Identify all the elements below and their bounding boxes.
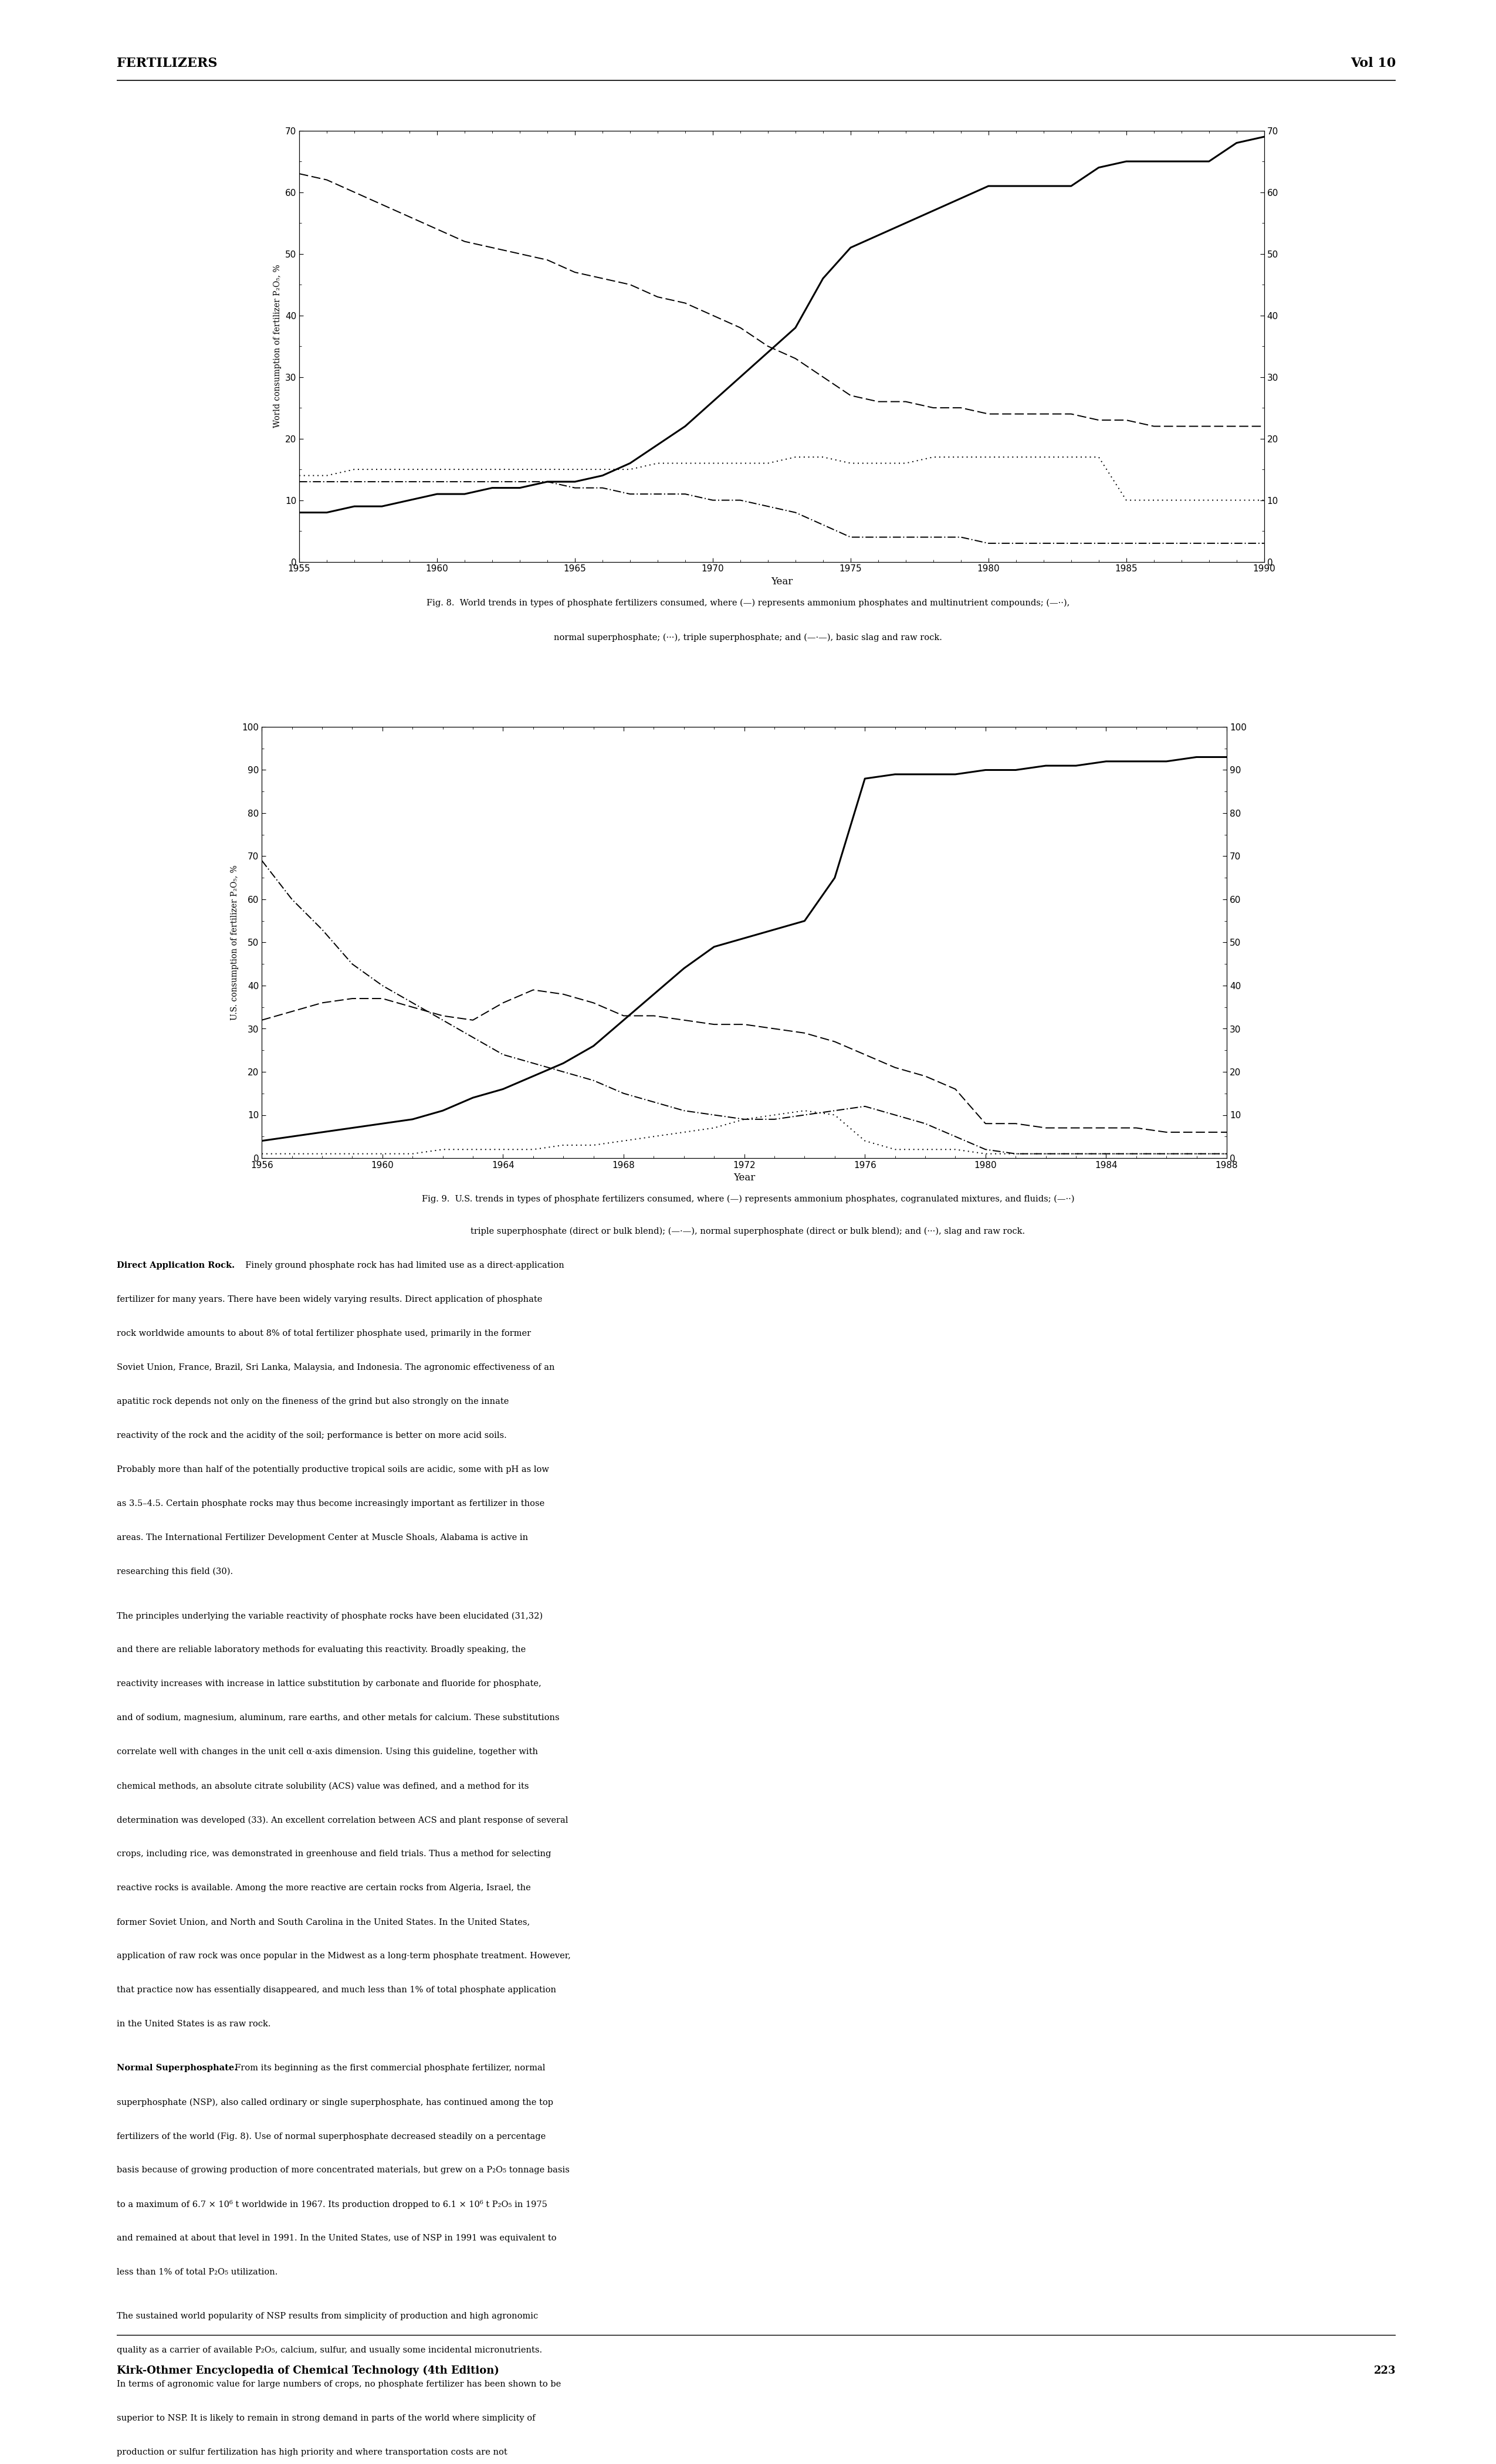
Text: The sustained world popularity of NSP results from simplicity of production and : The sustained world popularity of NSP re… bbox=[117, 2311, 539, 2321]
Text: chemical methods, an absolute citrate solubility (ACS) value was defined, and a : chemical methods, an absolute citrate so… bbox=[117, 1781, 528, 1791]
Y-axis label: World consumption of fertilizer P₂O₅, %: World consumption of fertilizer P₂O₅, % bbox=[274, 264, 281, 429]
X-axis label: Year: Year bbox=[733, 1173, 755, 1183]
Text: reactivity increases with increase in lattice substitution by carbonate and fluo: reactivity increases with increase in la… bbox=[117, 1680, 542, 1688]
Text: 223: 223 bbox=[1373, 2365, 1396, 2375]
Text: From its beginning as the first commercial phosphate fertilizer, normal: From its beginning as the first commerci… bbox=[229, 2065, 546, 2072]
Text: fertilizers of the world (Fig. 8). Use of normal superphosphate decreased steadi: fertilizers of the world (Fig. 8). Use o… bbox=[117, 2131, 546, 2141]
Y-axis label: U.S. consumption of fertilizer P₂O₅, %: U.S. consumption of fertilizer P₂O₅, % bbox=[230, 865, 239, 1020]
Text: crops, including rice, was demonstrated in greenhouse and field trials. Thus a m: crops, including rice, was demonstrated … bbox=[117, 1850, 551, 1858]
Text: Probably more than half of the potentially productive tropical soils are acidic,: Probably more than half of the potential… bbox=[117, 1466, 549, 1473]
Text: apatitic rock depends not only on the fineness of the grind but also strongly on: apatitic rock depends not only on the fi… bbox=[117, 1397, 509, 1407]
Text: and of sodium, magnesium, aluminum, rare earths, and other metals for calcium. T: and of sodium, magnesium, aluminum, rare… bbox=[117, 1715, 560, 1722]
Text: Normal Superphosphate.: Normal Superphosphate. bbox=[117, 2065, 236, 2072]
Text: determination was developed (33). An excellent correlation between ACS and plant: determination was developed (33). An exc… bbox=[117, 1816, 568, 1823]
Text: reactive rocks is available. Among the more reactive are certain rocks from Alge: reactive rocks is available. Among the m… bbox=[117, 1885, 531, 1892]
Text: superior to NSP. It is likely to remain in strong demand in parts of the world w: superior to NSP. It is likely to remain … bbox=[117, 2415, 536, 2422]
Text: Fig. 9.  U.S. trends in types of phosphate fertilizers consumed, where (—) repre: Fig. 9. U.S. trends in types of phosphat… bbox=[422, 1195, 1074, 1202]
X-axis label: Year: Year bbox=[770, 577, 793, 586]
Text: The principles underlying the variable reactivity of phosphate rocks have been e: The principles underlying the variable r… bbox=[117, 1611, 543, 1621]
Text: normal superphosphate; (···), triple superphosphate; and (—·—), basic slag and r: normal superphosphate; (···), triple sup… bbox=[554, 633, 942, 641]
Text: basis because of growing production of more concentrated materials, but grew on : basis because of growing production of m… bbox=[117, 2166, 570, 2173]
Text: In terms of agronomic value for large numbers of crops, no phosphate fertilizer : In terms of agronomic value for large nu… bbox=[117, 2380, 561, 2388]
Text: Direct Application Rock.: Direct Application Rock. bbox=[117, 1262, 235, 1269]
Text: reactivity of the rock and the acidity of the soil; performance is better on mor: reactivity of the rock and the acidity o… bbox=[117, 1432, 507, 1439]
Text: Fig. 8.  World trends in types of phosphate fertilizers consumed, where (—) repr: Fig. 8. World trends in types of phospha… bbox=[426, 599, 1070, 606]
Text: to a maximum of 6.7 × 10⁶ t worldwide in 1967. Its production dropped to 6.1 × 1: to a maximum of 6.7 × 10⁶ t worldwide in… bbox=[117, 2200, 548, 2208]
Text: application of raw rock was once popular in the Midwest as a long-term phosphate: application of raw rock was once popular… bbox=[117, 1951, 570, 1959]
Text: and there are reliable laboratory methods for evaluating this reactivity. Broadl: and there are reliable laboratory method… bbox=[117, 1646, 525, 1653]
Text: that practice now has essentially disappeared, and much less than 1% of total ph: that practice now has essentially disapp… bbox=[117, 1986, 557, 1993]
Text: former Soviet Union, and North and South Carolina in the United States. In the U: former Soviet Union, and North and South… bbox=[117, 1917, 530, 1927]
Text: researching this field (30).: researching this field (30). bbox=[117, 1567, 233, 1577]
Text: as 3.5–4.5. Certain phosphate rocks may thus become increasingly important as fe: as 3.5–4.5. Certain phosphate rocks may … bbox=[117, 1501, 545, 1508]
Text: less than 1% of total P₂O₅ utilization.: less than 1% of total P₂O₅ utilization. bbox=[117, 2267, 278, 2277]
Text: Finely ground phosphate rock has had limited use as a direct-application: Finely ground phosphate rock has had lim… bbox=[239, 1262, 564, 1269]
Text: production or sulfur fertilization has high priority and where transportation co: production or sulfur fertilization has h… bbox=[117, 2449, 507, 2457]
Text: superphosphate (NSP), also called ordinary or single superphosphate, has continu: superphosphate (NSP), also called ordina… bbox=[117, 2097, 554, 2107]
Text: fertilizer for many years. There have been widely varying results. Direct applic: fertilizer for many years. There have be… bbox=[117, 1296, 542, 1303]
Text: and remained at about that level in 1991. In the United States, use of NSP in 19: and remained at about that level in 1991… bbox=[117, 2235, 557, 2242]
Text: rock worldwide amounts to about 8% of total fertilizer phosphate used, primarily: rock worldwide amounts to about 8% of to… bbox=[117, 1331, 531, 1338]
Text: areas. The International Fertilizer Development Center at Muscle Shoals, Alabama: areas. The International Fertilizer Deve… bbox=[117, 1533, 528, 1542]
Text: in the United States is as raw rock.: in the United States is as raw rock. bbox=[117, 2020, 271, 2028]
Text: Soviet Union, France, Brazil, Sri Lanka, Malaysia, and Indonesia. The agronomic : Soviet Union, France, Brazil, Sri Lanka,… bbox=[117, 1363, 555, 1372]
Text: Kirk-Othmer Encyclopedia of Chemical Technology (4th Edition): Kirk-Othmer Encyclopedia of Chemical Tec… bbox=[117, 2365, 500, 2375]
Text: correlate well with changes in the unit cell α-axis dimension. Using this guidel: correlate well with changes in the unit … bbox=[117, 1747, 539, 1757]
Text: quality as a carrier of available P₂O₅, calcium, sulfur, and usually some incide: quality as a carrier of available P₂O₅, … bbox=[117, 2346, 542, 2356]
Text: triple superphosphate (direct or bulk blend); (—·—), normal superphosphate (dire: triple superphosphate (direct or bulk bl… bbox=[471, 1227, 1025, 1234]
Text: FERTILIZERS: FERTILIZERS bbox=[117, 57, 217, 69]
Text: Vol 10: Vol 10 bbox=[1351, 57, 1396, 69]
